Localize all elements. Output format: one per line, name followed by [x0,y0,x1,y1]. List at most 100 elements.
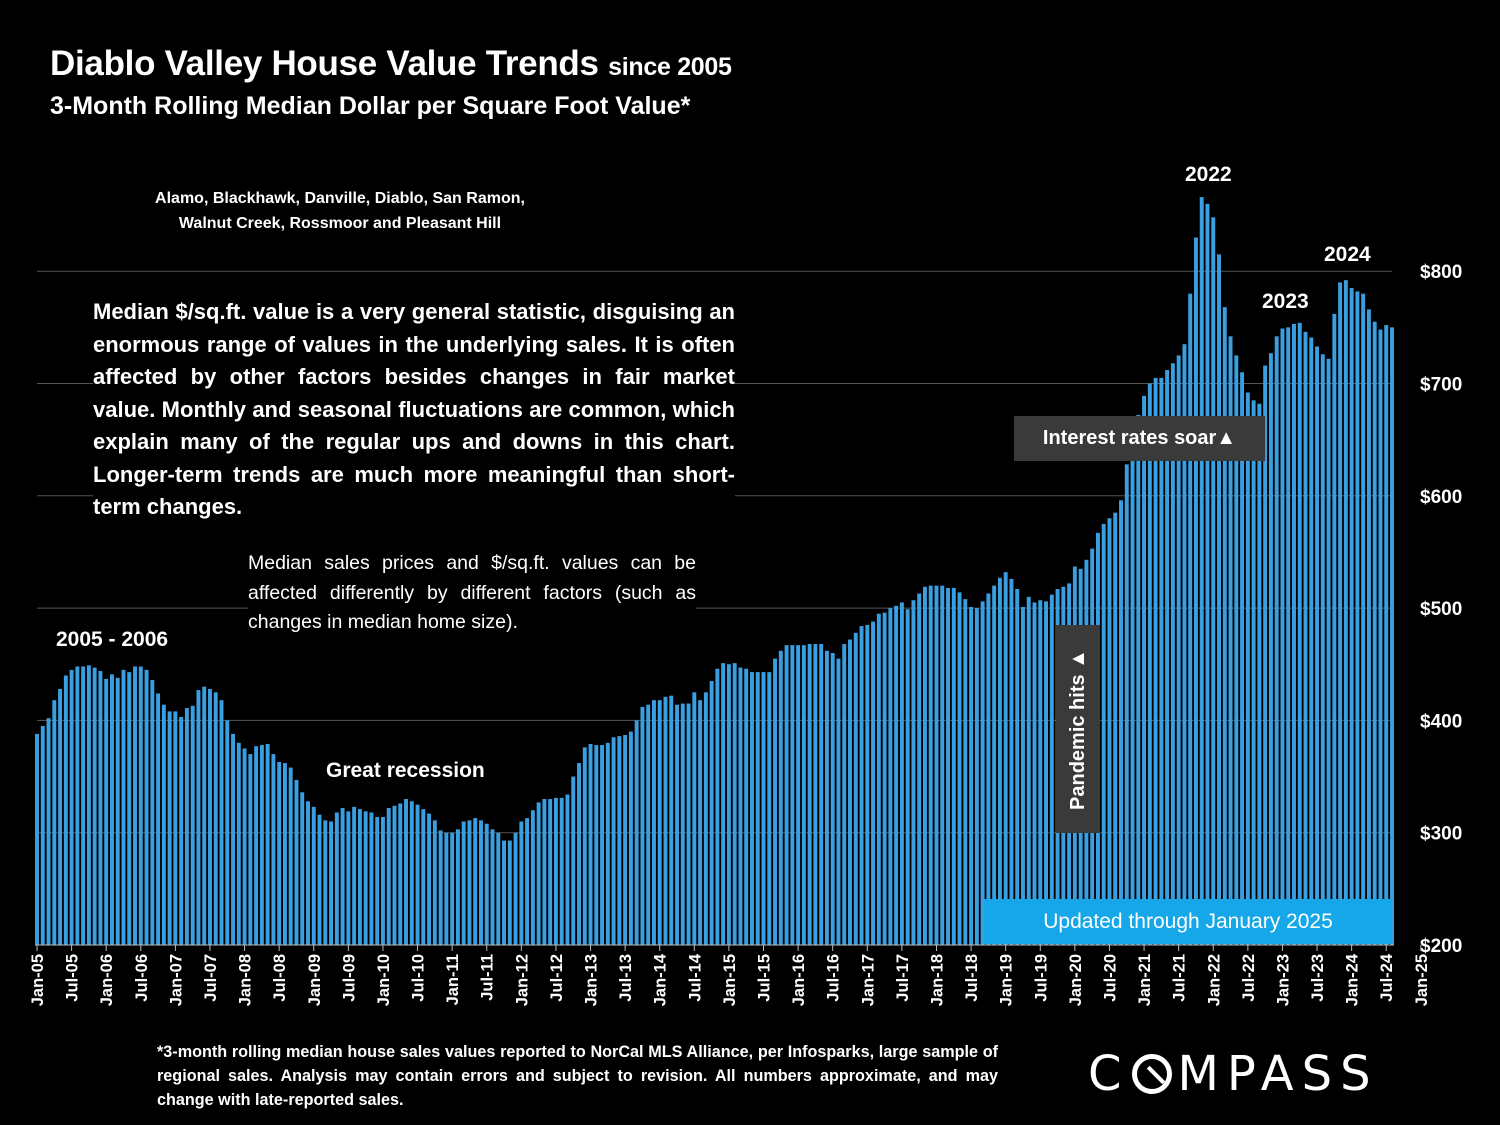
bar [104,678,109,945]
bar [1228,336,1233,946]
bar [940,585,945,945]
bar [778,650,783,945]
x-tick-label: Jan-25 [1413,954,1431,1006]
callout-pandemic-text: Pandemic hits ▲ [1066,648,1089,810]
x-tick-label: Jul-08 [271,954,289,1002]
bar [300,792,305,945]
bar [1286,327,1291,946]
bar [1240,372,1245,945]
bar [352,806,357,945]
bar [761,672,766,945]
callout-interest-rates: Interest rates soar▲ [1014,416,1265,461]
bar [1176,355,1181,945]
chart-subtitle: 3-Month Rolling Median Dollar per Square… [50,92,691,120]
bar [1257,403,1262,946]
bar [231,733,235,945]
bar [1147,383,1152,945]
bar [306,801,310,945]
bar [450,832,455,945]
bar [1015,589,1020,945]
bar [392,805,397,945]
bar [202,686,207,945]
bar [1251,400,1256,946]
bar [882,612,887,945]
bar [1343,280,1348,945]
bar [1320,354,1325,945]
bar [611,737,616,945]
bar [1038,600,1043,945]
x-tick-label: Jan-06 [98,954,116,1006]
bar [329,821,334,945]
bar [1199,197,1204,945]
bar [974,608,979,945]
bar [75,666,80,945]
bar [1378,329,1383,946]
bar [680,703,685,945]
bar [750,672,754,945]
bar [1124,464,1129,945]
bar [617,736,622,945]
bar [1280,328,1285,946]
bar [1355,291,1360,945]
bar [848,639,852,945]
bar [357,809,362,945]
x-tick-label: Jan-09 [306,954,324,1006]
x-tick-label: Jul-17 [894,954,912,1002]
bar [427,813,432,945]
bar [519,821,524,945]
bar [894,605,899,945]
bar [225,720,230,945]
region-line-2: Walnut Creek, Rossmoor and Pleasant Hill [178,215,502,232]
bar [1026,596,1031,945]
x-tick-label: Jul-23 [1309,954,1327,1002]
x-tick-label: Jan-12 [513,954,531,1006]
bar [190,705,195,945]
label-great-recession: Great recession [326,759,485,782]
x-tick-label: Jul-21 [1171,954,1189,1002]
bar [888,608,893,945]
bar [709,681,714,945]
x-tick-label: Jul-09 [340,954,358,1002]
bar [473,818,478,945]
bar [571,776,576,945]
bar [507,840,512,945]
bar [1107,518,1112,945]
bar [196,690,201,945]
x-tick-label: Jan-08 [237,954,255,1006]
bar [669,695,674,945]
bar [40,726,45,945]
x-tick-label: Jul-19 [1032,954,1050,1002]
bar [1274,336,1279,946]
bar [1372,321,1377,945]
bar [1003,572,1008,945]
footnote: *3-month rolling median house sales valu… [157,1043,998,1109]
bar [1366,309,1371,945]
bar [1009,578,1014,945]
bar [980,601,985,945]
bar [35,733,39,945]
bar [259,745,264,945]
bar [1326,358,1331,945]
bar [513,832,518,945]
bar [438,830,443,945]
bar [853,632,858,945]
bar [1297,322,1302,945]
bar [865,624,870,945]
y-tick-label: $300 [1420,824,1462,845]
bar [1292,323,1296,946]
bar [1049,594,1054,945]
bar [703,692,708,945]
bar [663,696,668,945]
bar [675,704,679,945]
bar [605,742,610,945]
bar [588,743,593,945]
bar [755,672,760,945]
bar [1268,353,1273,945]
bar [421,809,426,945]
bar [271,754,276,945]
bar [559,797,564,945]
bar [432,820,437,945]
bar [369,812,374,945]
logo-text-pre: C [1088,1046,1130,1102]
